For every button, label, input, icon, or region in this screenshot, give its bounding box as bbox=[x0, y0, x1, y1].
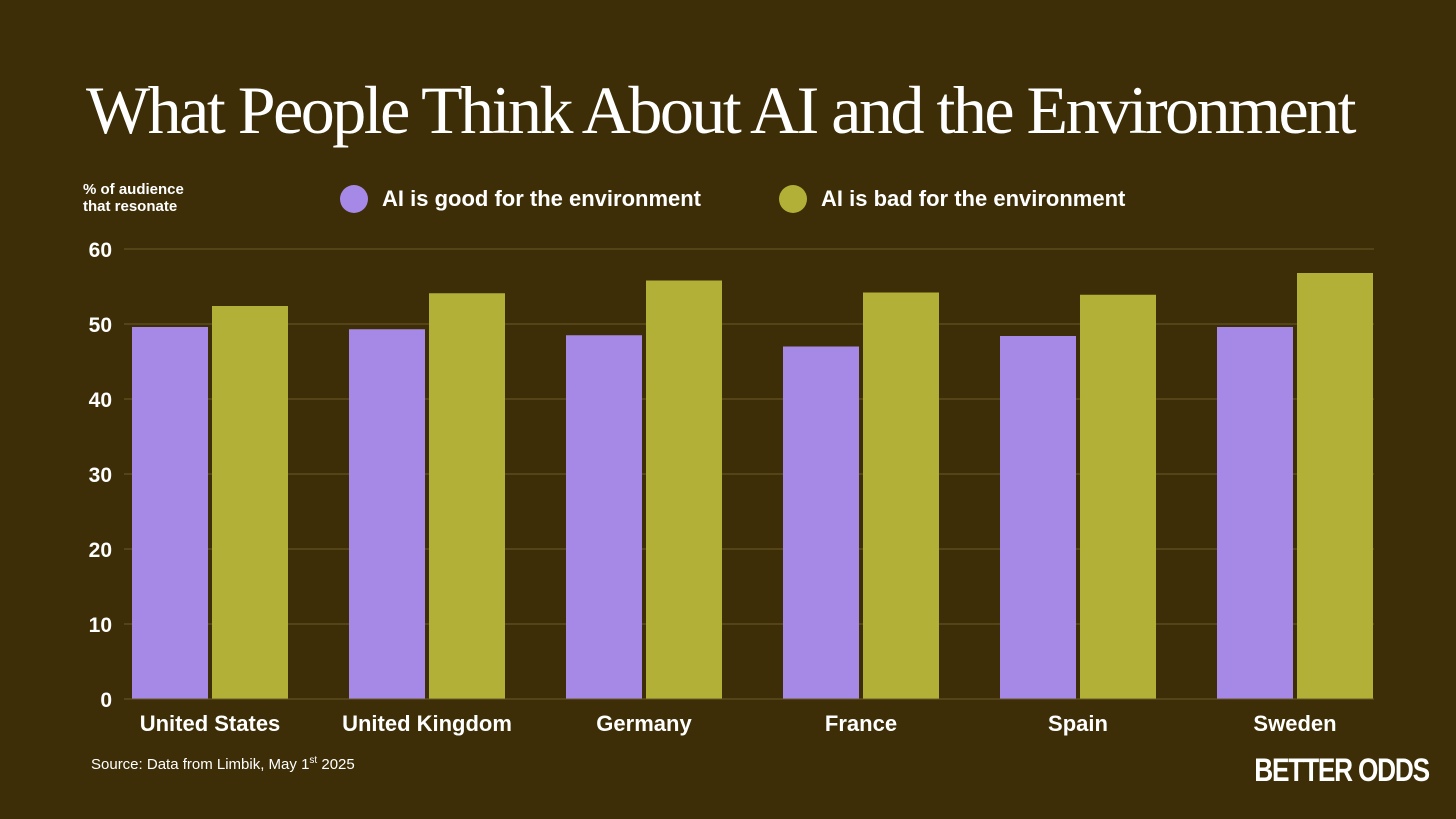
y-tick-label-40: 40 bbox=[89, 389, 112, 412]
bar-good-spain bbox=[1000, 336, 1076, 699]
y-tick-label-0: 0 bbox=[100, 689, 112, 712]
legend-label-bad: AI is bad for the environment bbox=[821, 186, 1126, 211]
x-tick-label-united-states: United States bbox=[140, 711, 281, 736]
y-tick-label-60: 60 bbox=[89, 239, 112, 262]
source-superscript: st bbox=[309, 755, 318, 766]
y-tick-label-10: 10 bbox=[89, 614, 112, 637]
bar-good-united-kingdom bbox=[349, 329, 425, 699]
x-tick-label-united-kingdom: United Kingdom bbox=[342, 711, 512, 736]
bar-bad-united-states bbox=[212, 306, 288, 699]
legend-swatch-bad bbox=[779, 185, 807, 213]
bar-bad-germany bbox=[646, 280, 722, 699]
bar-good-germany bbox=[566, 335, 642, 699]
bar-bad-sweden bbox=[1297, 273, 1373, 699]
brand-logo: BETTER ODDS bbox=[1254, 752, 1430, 788]
legend-swatch-good bbox=[340, 185, 368, 213]
source-text: Source: Data from Limbik, May 1 bbox=[91, 756, 310, 773]
bar-good-france bbox=[783, 346, 859, 699]
y-tick-label-50: 50 bbox=[89, 314, 112, 337]
x-tick-label-france: France bbox=[825, 711, 897, 736]
legend-item-good: AI is good for the environment bbox=[340, 184, 701, 214]
legend-label-good: AI is good for the environment bbox=[382, 186, 702, 211]
chart-title: What People Think About AI and the Envir… bbox=[86, 72, 1357, 148]
source-year: 2025 bbox=[317, 756, 355, 773]
y-axis-label: % of audience that resonate bbox=[83, 181, 184, 215]
y-axis-label-line-1: % of audience bbox=[83, 181, 184, 198]
x-tick-label-germany: Germany bbox=[596, 711, 692, 736]
bar-bad-spain bbox=[1080, 294, 1156, 699]
bar-good-united-states bbox=[132, 327, 208, 699]
bar-bad-france bbox=[863, 292, 939, 699]
bar-good-sweden bbox=[1217, 327, 1293, 699]
y-tick-label-20: 20 bbox=[89, 539, 112, 562]
y-axis-label-line-2: that resonate bbox=[83, 198, 178, 215]
source-note: Source: Data from Limbik, May 1st 2025 bbox=[91, 755, 355, 773]
x-tick-label-sweden: Sweden bbox=[1253, 711, 1336, 736]
x-tick-label-spain: Spain bbox=[1048, 711, 1108, 736]
y-tick-label-30: 30 bbox=[89, 464, 112, 487]
bar-bad-united-kingdom bbox=[429, 293, 505, 699]
legend-item-bad: AI is bad for the environment bbox=[779, 184, 1125, 214]
